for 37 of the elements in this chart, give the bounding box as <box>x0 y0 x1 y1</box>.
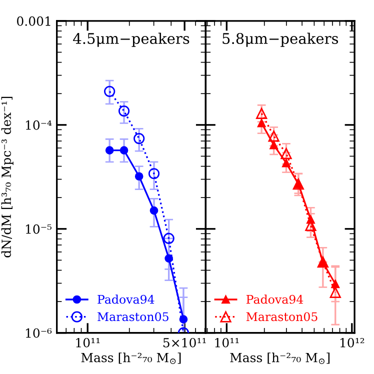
x-axis-title: Mass [h⁻²₇₀ M$_{⊙}$] <box>81 352 181 364</box>
point <box>280 148 292 160</box>
point <box>306 215 315 224</box>
point <box>150 206 158 215</box>
point <box>257 118 266 128</box>
point <box>118 105 130 117</box>
point <box>134 132 145 144</box>
point <box>256 108 268 119</box>
text: 4.5μm−peakers <box>73 32 190 47</box>
legend-label: Padova94 <box>98 294 154 304</box>
point <box>330 286 341 298</box>
legend-label: Maraston05 <box>246 312 318 322</box>
x-tick-label: 10¹² <box>340 338 364 348</box>
point <box>268 130 280 142</box>
y-axis-title: dN/dM [h³₇₀ Mpc⁻³ dex⁻¹] <box>1 96 14 258</box>
point <box>164 254 173 263</box>
text: 5.8μm−peakers <box>222 32 338 47</box>
legend-label: Padova94 <box>246 294 304 304</box>
point <box>282 158 290 168</box>
legend-label: Maraston05 <box>98 312 168 322</box>
point <box>134 172 144 181</box>
y-tick-label: 0.001 <box>17 16 50 26</box>
point <box>163 232 174 244</box>
x-axis-title: Mass [h⁻²₇₀ M$_{⊙}$] <box>230 352 330 364</box>
y-tick-label: 10⁻⁶ <box>26 328 52 338</box>
point <box>331 280 340 288</box>
x-tick-label: 5×10¹¹ <box>163 338 206 348</box>
point <box>104 86 116 97</box>
point <box>120 146 128 154</box>
point <box>105 146 114 154</box>
x-tick-label: 10¹¹ <box>76 338 100 348</box>
point <box>148 168 160 180</box>
y-tick-label: 10⁻⁵ <box>26 224 52 234</box>
point <box>270 140 278 150</box>
point <box>179 315 188 324</box>
x-tick-label: 10¹¹ <box>215 338 239 348</box>
y-tick-label: 10⁻⁴ <box>26 120 52 130</box>
